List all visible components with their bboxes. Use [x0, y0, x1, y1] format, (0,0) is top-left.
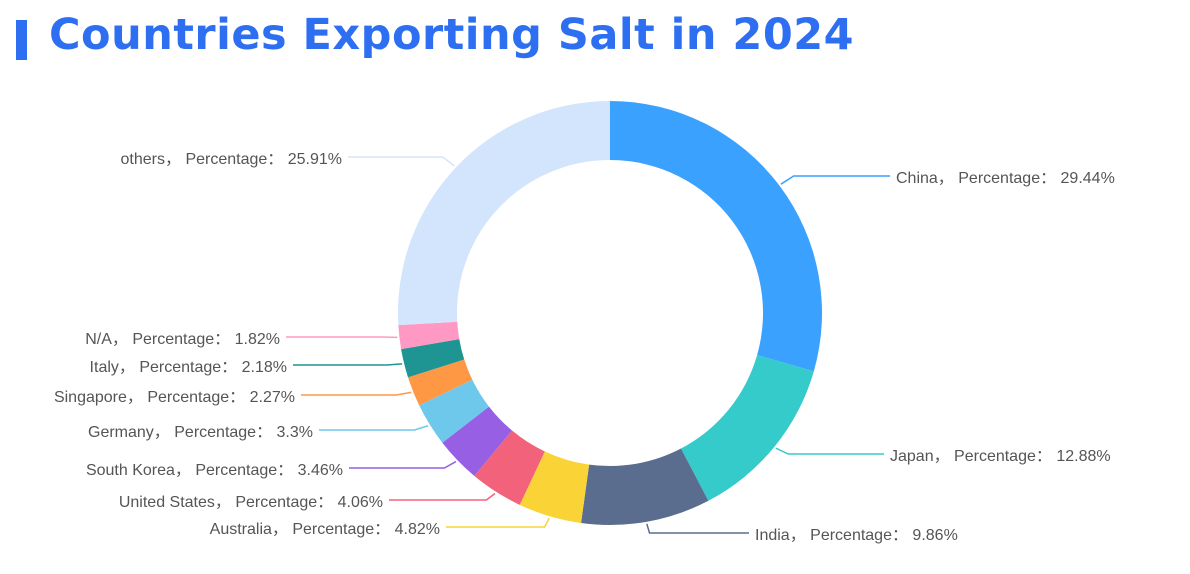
chart-title: Countries Exporting Salt in 2024	[49, 10, 855, 60]
slice-labels: China， Percentage： 29.44% Japan， Percenta…	[54, 151, 1115, 544]
slice-label-china: China， Percentage： 29.44%	[896, 170, 1115, 187]
slice-others[interactable]	[398, 101, 610, 326]
slice-label-germany: Germany， Percentage： 3.3%	[88, 424, 313, 441]
leader-line-china	[780, 175, 890, 185]
slice-label-italy: Italy， Percentage： 2.18%	[90, 359, 287, 376]
leader-line-singapore	[301, 391, 412, 396]
slice-singapore[interactable]	[408, 359, 473, 406]
leader-line-united-states	[389, 492, 496, 501]
slice-united-states[interactable]	[474, 430, 545, 505]
slice-japan[interactable]	[680, 355, 814, 501]
slice-south-korea[interactable]	[442, 406, 513, 476]
leader-line-others	[348, 156, 455, 167]
label-leader-lines	[286, 156, 890, 534]
slice-label-united-states: United States， Percentage： 4.06%	[119, 494, 383, 511]
slice-n-a[interactable]	[398, 321, 460, 350]
slice-label-others: others， Percentage： 25.91%	[121, 151, 342, 168]
slice-label-india: India， Percentage： 9.86%	[755, 527, 958, 544]
leader-line-italy	[293, 363, 403, 366]
slice-germany[interactable]	[419, 379, 489, 443]
leader-line-australia	[446, 517, 550, 528]
leader-line-japan	[775, 447, 884, 455]
donut-slices	[398, 101, 822, 525]
slice-label-australia: Australia， Percentage： 4.82%	[210, 521, 440, 538]
slice-label-n-a: N/A， Percentage： 1.82%	[85, 331, 280, 348]
slice-china[interactable]	[610, 101, 822, 372]
leader-line-germany	[319, 425, 429, 431]
leader-line-india	[646, 523, 749, 534]
slice-label-south-korea: South Korea， Percentage： 3.46%	[86, 462, 343, 479]
leader-line-south-korea	[349, 460, 457, 469]
slice-australia[interactable]	[519, 451, 590, 524]
slice-india[interactable]	[581, 448, 709, 525]
slice-label-singapore: Singapore， Percentage： 2.27%	[54, 389, 295, 406]
slice-label-japan: Japan， Percentage： 12.88%	[890, 448, 1111, 465]
title-accent-bar	[16, 20, 27, 60]
slice-italy[interactable]	[401, 339, 465, 378]
